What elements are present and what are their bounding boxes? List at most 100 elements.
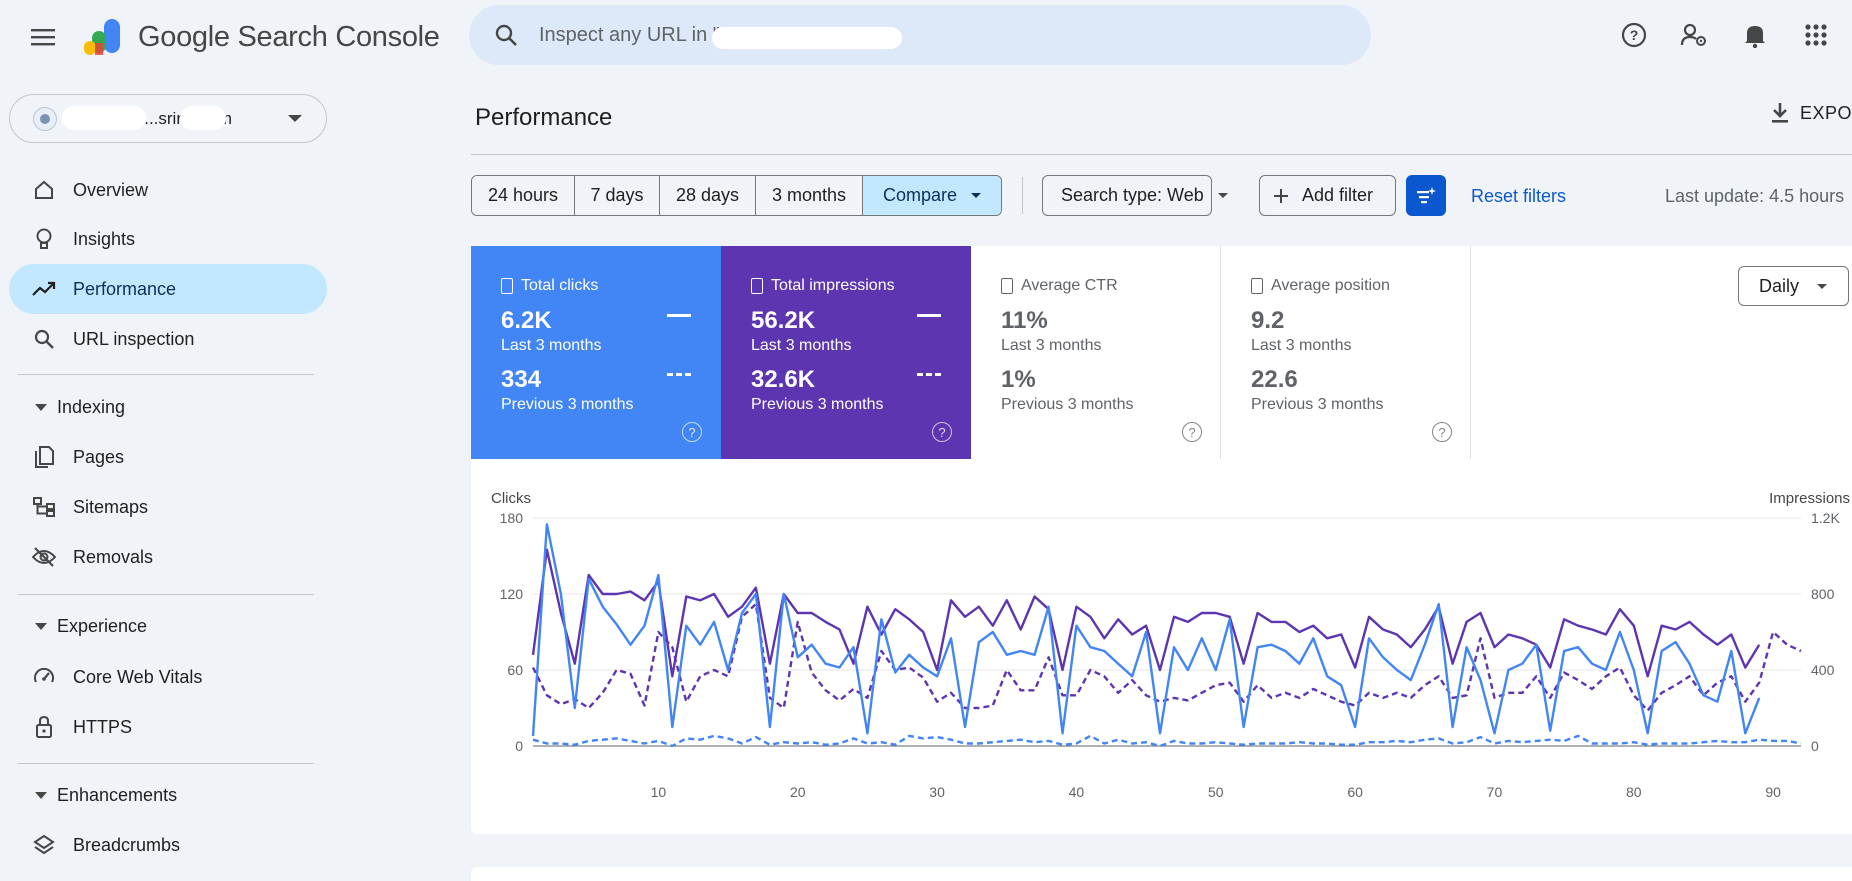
caret-down-icon	[35, 791, 47, 799]
sidebar-item-insights[interactable]: Insights	[9, 214, 327, 264]
sidebar-item-label: Pages	[73, 446, 125, 467]
metric-card-total-clicks[interactable]: Total clicks 6.2K Last 3 months 334 Prev…	[471, 246, 721, 459]
sidebar-item-pages[interactable]: Pages	[9, 432, 327, 482]
help-icon[interactable]: ?	[932, 422, 952, 442]
manage-users-button[interactable]	[1676, 17, 1712, 53]
metric-current-value: 56.2K	[751, 307, 816, 334]
x-tick-label: 80	[1626, 784, 1642, 800]
filter-list-icon	[1417, 186, 1436, 203]
range-24-hours[interactable]: 24 hours	[472, 176, 575, 215]
y-tick-label-left: 60	[507, 662, 523, 678]
solid-line-legend-icon	[917, 314, 941, 317]
x-tick-label: 50	[1208, 784, 1224, 800]
metric-current-value: 9.2	[1251, 307, 1285, 334]
checkbox-icon	[751, 278, 763, 294]
help-button[interactable]: ?	[1616, 17, 1652, 53]
section-label: Indexing	[57, 396, 126, 417]
product-title: Google Search Console	[138, 21, 440, 53]
y-tick-label-right: 1.2K	[1811, 510, 1840, 526]
search-icon	[491, 20, 521, 50]
y-tick-label-right: 400	[1811, 662, 1835, 678]
lock-icon	[31, 714, 57, 740]
lightbulb-icon	[31, 226, 57, 252]
metric-card-total-impressions[interactable]: Total impressions 56.2K Last 3 months 32…	[721, 246, 971, 459]
notifications-button[interactable]	[1737, 17, 1773, 53]
metric-current-period: Last 3 months	[1001, 337, 1102, 354]
main-menu-button[interactable]	[26, 20, 60, 54]
range-28-days[interactable]: 28 days	[660, 176, 756, 215]
y-tick-label-left: 0	[515, 738, 523, 754]
metric-current-period: Last 3 months	[1251, 337, 1352, 354]
sidebar-item-label: Performance	[73, 278, 177, 299]
google-apps-button[interactable]	[1798, 17, 1834, 53]
y-tick-label-right: 800	[1811, 586, 1835, 602]
sidebar-item-breadcrumbs[interactable]: Breadcrumbs	[9, 820, 327, 870]
export-button[interactable]: EXPO	[1770, 102, 1852, 124]
sidebar-item-https[interactable]: HTTPS	[9, 702, 327, 752]
apps-icon	[1805, 24, 1827, 46]
series-line-impressions	[531, 548, 1761, 678]
sidebar-item-label: Overview	[73, 179, 149, 200]
x-tick-label: 70	[1487, 784, 1503, 800]
sidebar-item-performance[interactable]: Performance	[9, 264, 327, 314]
metric-card-average-ctr[interactable]: Average CTR 11% Last 3 months 1% Previou…	[971, 246, 1221, 459]
notifications-icon	[1745, 26, 1765, 48]
page-title: Performance	[475, 104, 613, 131]
metric-previous-period: Previous 3 months	[1251, 396, 1384, 413]
section-toggle-experience[interactable]: Experience	[9, 606, 327, 646]
metric-previous-period: Previous 3 months	[751, 396, 884, 413]
sidebar-item-label: Core Web Vitals	[73, 666, 203, 687]
range-compare[interactable]: Compare	[863, 176, 1001, 215]
export-label: EXPO	[1800, 102, 1852, 123]
sidebar-item-sitemaps[interactable]: Sitemaps	[9, 482, 327, 532]
help-icon[interactable]: ?	[1432, 422, 1452, 442]
search-type-dropdown[interactable]: Search type: Web	[1042, 175, 1228, 216]
section-toggle-enhancements[interactable]: Enhancements	[9, 775, 327, 815]
series-line-clicks	[531, 523, 1761, 736]
speed-icon	[31, 664, 57, 690]
granularity-label: Daily	[1759, 275, 1800, 296]
metric-current-period: Last 3 months	[501, 337, 602, 354]
range-3-months[interactable]: 3 months	[756, 176, 863, 215]
caret-down-icon	[1817, 283, 1828, 289]
metric-title: Average position	[1271, 277, 1390, 294]
header-divider	[471, 154, 1852, 155]
sidebar-item-removals[interactable]: Removals	[9, 532, 327, 582]
pages-icon	[31, 444, 57, 470]
redaction-mask	[712, 27, 902, 49]
url-inspection-search[interactable]: Inspect any URL in "	[469, 5, 1371, 65]
help-icon[interactable]: ?	[1182, 422, 1202, 442]
property-selector[interactable]: .............sring.com	[9, 94, 327, 143]
sidebar-divider	[18, 763, 314, 764]
metric-current-value: 11%	[1001, 307, 1048, 334]
section-toggle-indexing[interactable]: Indexing	[9, 387, 327, 427]
sidebar-item-label: Sitemaps	[73, 496, 149, 517]
redaction-mask	[180, 106, 226, 130]
granularity-dropdown[interactable]: Daily	[1738, 266, 1849, 306]
metric-previous-value: 1%	[1001, 366, 1036, 393]
x-tick-label: 40	[1069, 784, 1085, 800]
dashed-line-legend-icon	[667, 373, 691, 376]
chevron-down-icon	[288, 115, 302, 122]
sidebar-item-url-inspection[interactable]: URL inspection	[9, 314, 327, 364]
filter-settings-button[interactable]	[1406, 175, 1446, 216]
sidebar-item-overview[interactable]: Overview	[9, 165, 327, 215]
reset-filters-link[interactable]: Reset filters	[1471, 186, 1567, 206]
help-icon[interactable]: ?	[682, 422, 702, 442]
search-icon	[31, 326, 57, 352]
caret-down-icon	[35, 622, 47, 630]
add-filter-button[interactable]: Add filter	[1259, 175, 1396, 216]
range-7-days[interactable]: 7 days	[575, 176, 660, 215]
performance-chart: Clicks Impressions 180 1.2K 120 800 60 400 0 0 10 2…	[491, 490, 1850, 800]
search-input[interactable]: Inspect any URL in "	[539, 23, 720, 46]
sidebar-item-core-web-vitals[interactable]: Core Web Vitals	[9, 652, 327, 702]
solid-line-legend-icon	[667, 314, 691, 317]
metric-card-average-position[interactable]: Average position 9.2 Last 3 months 22.6 …	[1221, 246, 1471, 459]
y-tick-label-right: 0	[1811, 738, 1819, 754]
sidebar-divider	[18, 374, 314, 375]
menu-icon	[31, 29, 55, 46]
metric-previous-value: 22.6	[1251, 366, 1298, 393]
date-range-selector[interactable]: 24 hours 7 days 28 days 3 months Compare	[471, 175, 1002, 216]
last-update-text: Last update: 4.5 hours	[1665, 186, 1845, 206]
caret-down-icon	[1217, 193, 1228, 198]
